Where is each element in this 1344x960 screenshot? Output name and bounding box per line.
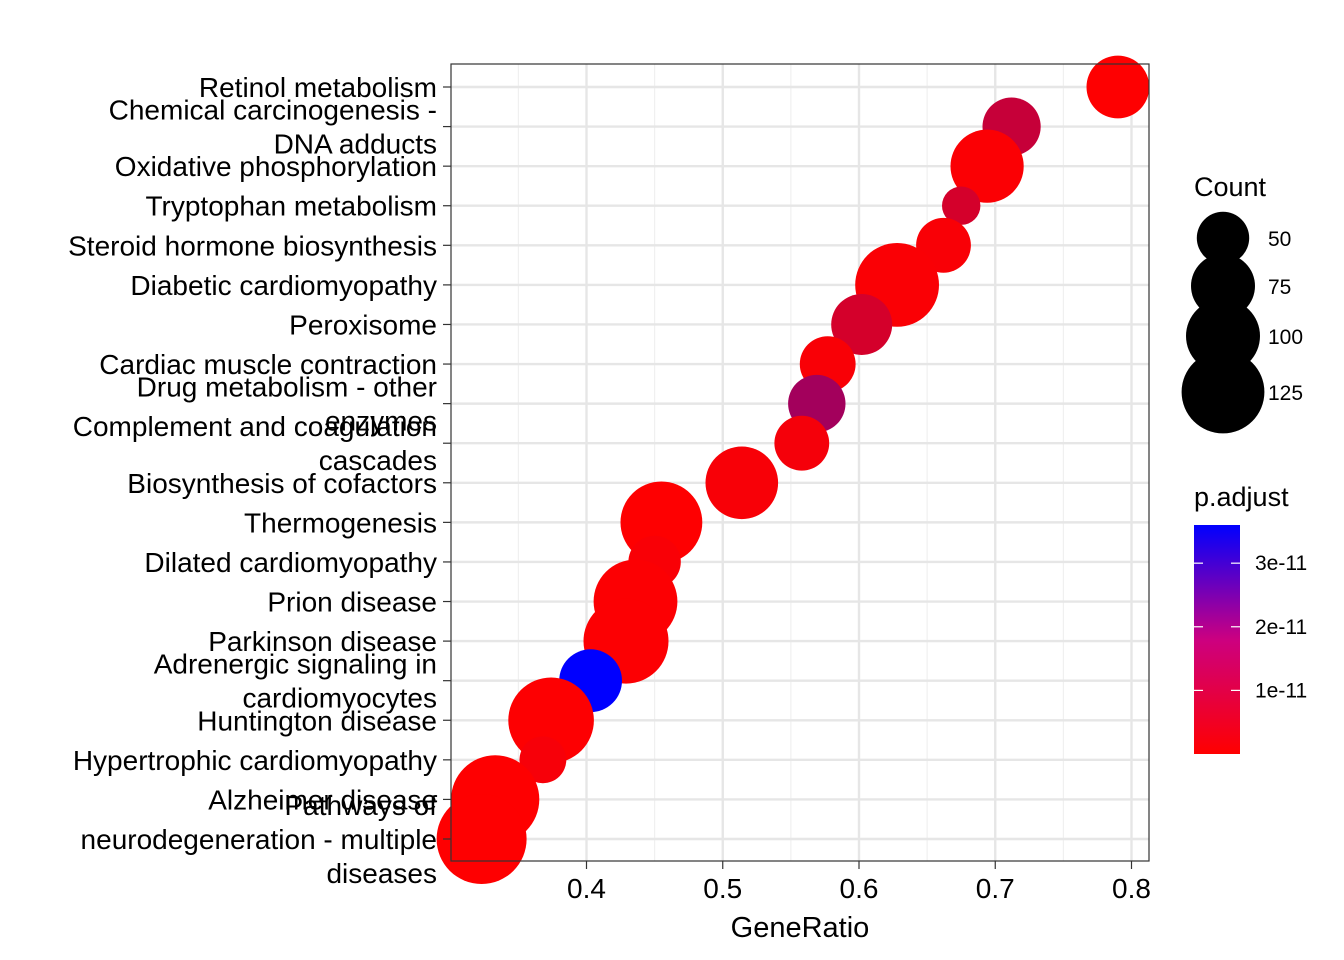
y-tick-label: Diabetic cardiomyopathy [130, 270, 437, 301]
y-tick-label: Cardiac muscle contraction [99, 349, 437, 380]
y-tick-label: Pathways of [284, 790, 437, 821]
y-tick-label: Steroid hormone biosynthesis [68, 230, 437, 261]
size-legend-label: 125 [1268, 382, 1303, 405]
size-legend-title: Count [1194, 172, 1267, 202]
size-legend-key [1186, 299, 1260, 373]
size-legend-key [1191, 254, 1255, 318]
color-legend-label: 3e-11 [1255, 552, 1307, 575]
x-axis: 0.4 0.5 0.6 0.7 0.8 [567, 861, 1151, 904]
size-legend-label: 100 [1268, 326, 1303, 349]
y-tick-label: Complement and coagulation [73, 411, 437, 442]
size-legend-label: 50 [1268, 228, 1291, 251]
y-tick-label: DNA adducts [274, 129, 437, 160]
y-tick-label: Tryptophan metabolism [145, 191, 437, 222]
color-legend-title: p.adjust [1194, 482, 1289, 512]
y-tick-label: Huntington disease [197, 705, 437, 736]
point-biosynthesis-of-cofactors [705, 446, 779, 520]
y-tick-label: Biosynthesis of cofactors [127, 468, 437, 499]
y-tick-label: Peroxisome [289, 310, 437, 341]
y-tick-label: Thermogenesis [244, 507, 437, 538]
x-tick-label: 0.5 [703, 873, 742, 904]
data-points [436, 55, 1150, 884]
y-tick-label: neurodegeneration - multiple [81, 824, 437, 855]
x-tick-label: 0.4 [567, 873, 606, 904]
point-hypertrophic-cardiomyopathy [519, 736, 567, 784]
y-tick-label: enzymes [325, 406, 437, 437]
plot-border [450, 63, 1150, 862]
y-tick-label: Hypertrophic cardiomyopathy [73, 745, 437, 776]
color-legend-bar [1194, 525, 1240, 754]
x-tick-label: 0.8 [1112, 873, 1151, 904]
y-tick-label: cardiomyocytes [242, 683, 437, 714]
size-legend-label: 75 [1268, 276, 1291, 299]
y-tick-label: Oxidative phosphorylation [115, 151, 437, 182]
point-tryptophan-metabolism [942, 186, 981, 225]
y-tick-label: Retinol metabolism [199, 72, 437, 103]
size-legend-key [1181, 350, 1265, 434]
y-tick-label: Chemical carcinogenesis - [109, 95, 437, 126]
point-peroxisome [831, 294, 893, 355]
y-tick-label: cascades [319, 445, 437, 476]
color-legend-label: 1e-11 [1255, 679, 1307, 702]
x-tick-label: 0.6 [840, 873, 879, 904]
y-tick-label: Adrenergic signaling in [154, 649, 437, 680]
point-retinol-metabolism [1086, 55, 1150, 119]
y-tick-label: Drug metabolism - other [137, 372, 437, 403]
point-complement-and-coagulation-cascades [774, 415, 830, 471]
y-tick-label: Parkinson disease [208, 626, 437, 657]
y-tick-label: Alzheimer disease [208, 784, 437, 815]
size-legend: Count 50 75 100 125 [1181, 172, 1303, 434]
point-oxidative-phosphorylation [950, 129, 1024, 203]
color-legend: p.adjust 3e-11 2e-11 1e-11 [1194, 482, 1307, 754]
y-tick-label: Dilated cardiomyopathy [144, 547, 437, 578]
color-legend-label: 2e-11 [1255, 616, 1307, 639]
y-tick-label: Prion disease [267, 587, 437, 618]
y-tick-label: diseases [326, 858, 437, 889]
x-tick-label: 0.7 [976, 873, 1015, 904]
size-legend-key [1196, 211, 1250, 265]
x-axis-title: GeneRatio [731, 912, 870, 944]
